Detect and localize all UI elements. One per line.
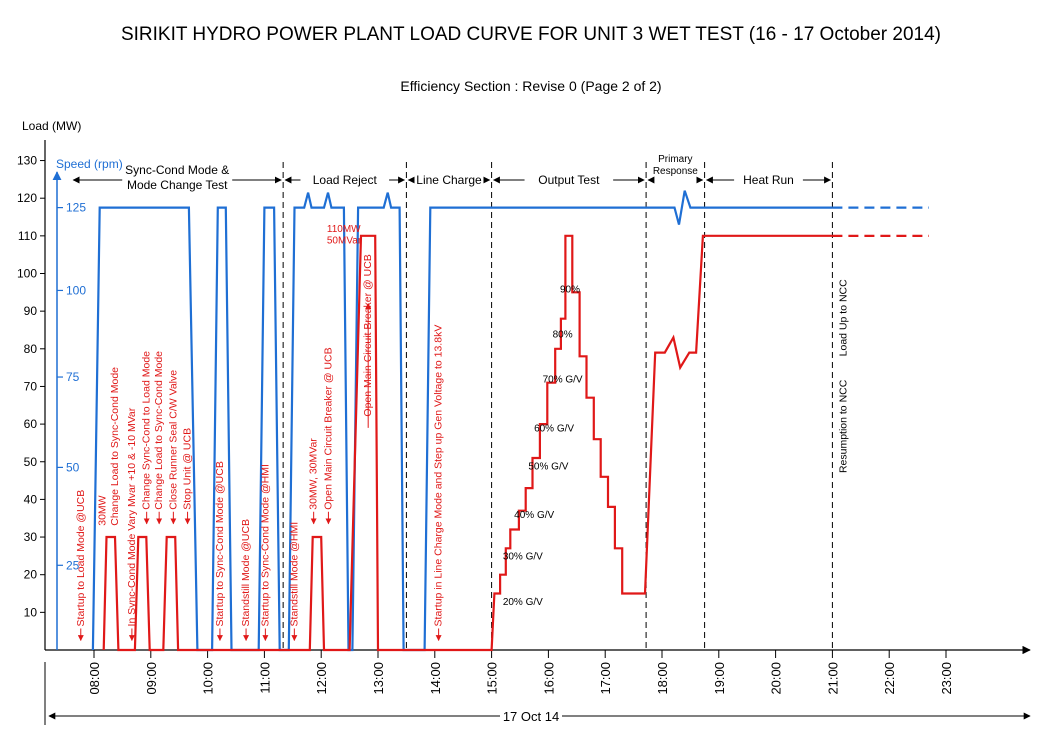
chart-title: SIRIKIT HYDRO POWER PLANT LOAD CURVE FOR… (120, 24, 942, 45)
section-label: Output Test (538, 173, 600, 187)
y-tick-label: 90 (24, 304, 38, 318)
y-tick-label: 10 (24, 605, 38, 619)
annotation-text: 30MW, 30MVar (308, 438, 320, 510)
point-label: 70% G/V (543, 375, 583, 386)
annotation-text: Open Main Circuit Breaker @ UCB (322, 347, 334, 509)
speed-tick-label: 75 (66, 370, 80, 384)
point-label: 110MW (327, 224, 361, 235)
x-tick-label: 11:00 (257, 662, 272, 694)
x-tick-label: 17:00 (598, 662, 613, 695)
section-label-line2: Response (653, 166, 698, 177)
section-label: Line Charge (416, 173, 482, 187)
x-tick-label: 13:00 (371, 662, 386, 695)
point-label: 20% G/V (503, 597, 543, 608)
x-tick-label: 19:00 (712, 662, 727, 695)
x-tick-label: 15:00 (485, 662, 500, 695)
annotation-text: Change Load to Sync-Cond Mode (109, 367, 121, 526)
point-label: 90% (560, 284, 580, 295)
annotation-text: Standstill Mode @HMI (288, 522, 300, 627)
y-tick-label: 20 (24, 568, 38, 582)
x-tick-label: 12:00 (314, 662, 329, 695)
y-tick-label: 30 (24, 530, 38, 544)
x-tick-label: 18:00 (655, 662, 670, 695)
y-tick-label: 120 (17, 191, 37, 205)
y-tick-label: 40 (24, 492, 38, 506)
x-tick-label: 09:00 (144, 662, 159, 695)
y-tick-label: 70 (24, 379, 38, 393)
point-label: 30% G/V (503, 552, 543, 563)
annotation-text: Startup to Load Mode @UCB (75, 490, 87, 627)
section-label: Heat Run (743, 173, 794, 187)
annotation-text: Resumption to NCC (838, 379, 850, 473)
y-tick-label: 130 (17, 154, 37, 168)
annotation-text: Change Sync-Cond to Load Mode (141, 351, 153, 510)
y-tick-label: 100 (17, 267, 37, 281)
x-tick-label: 10:00 (201, 662, 216, 695)
y-axis-label: Load (MW) (22, 119, 81, 133)
y-tick-label: 80 (24, 342, 38, 356)
annotation-text: In Sync-Cond Mode Vary Mvar +10 & -10 MV… (126, 407, 138, 626)
speed-tick-label: 125 (66, 201, 86, 215)
x-tick-label: 16:00 (541, 662, 556, 695)
speed-tick-label: 100 (66, 283, 86, 297)
load-series-line (102, 234, 833, 652)
chart-subtitle: Efficiency Section : Revise 0 (Page 2 of… (400, 78, 662, 94)
section-label: Load Reject (313, 173, 378, 187)
x-axis-label: 17 Oct 14 (503, 709, 559, 724)
speed-series-line (91, 190, 833, 652)
section-label: Primary (658, 154, 692, 165)
annotation-text: Standstill Mode @UCB (240, 519, 252, 627)
annotation-text: Startup in Line Charge Mode and Step up … (433, 325, 445, 627)
annotation-text: Startup to Sync-Cond Mode @UCB (214, 461, 226, 626)
y-tick-label: 110 (18, 229, 37, 243)
x-tick-label: 21:00 (825, 662, 840, 695)
point-label: 40% G/V (514, 510, 554, 521)
annotation-text: Open Main Circuit Breaker @ UCB (362, 254, 374, 416)
section-label: Sync-Cond Mode & (125, 163, 229, 177)
annotation-text: Close Runner Seal C/W Valve (167, 370, 179, 510)
x-tick-label: 08:00 (87, 662, 102, 695)
annotation-text: Startup to Sync-Cond Mode @HMI (259, 464, 271, 626)
speed-tick-label: 50 (66, 460, 80, 474)
section-label-line2: Mode Change Test (127, 178, 228, 192)
speed-tick-label: 25 (66, 558, 80, 572)
point-label: 50MVar (327, 235, 362, 246)
x-tick-label: 22:00 (882, 662, 897, 695)
speed-axis-label: Speed (rpm) (56, 157, 123, 171)
annotation-text: 30MW (96, 495, 108, 525)
point-label: 60% G/V (534, 424, 574, 435)
y-tick-label: 60 (24, 417, 38, 431)
point-label: 80% (553, 330, 573, 341)
x-tick-label: 14:00 (428, 662, 443, 695)
x-tick-label: 20:00 (769, 662, 784, 695)
x-tick-label: 23:00 (939, 662, 954, 695)
annotation-text: Stop Unit @ UCB (182, 428, 194, 510)
annotation-text: Load Up to NCC (838, 279, 850, 356)
y-tick-label: 50 (24, 455, 38, 469)
point-label: 50% G/V (528, 461, 568, 472)
annotation-text: Change Load to Sync-Cond Mode (153, 351, 165, 510)
